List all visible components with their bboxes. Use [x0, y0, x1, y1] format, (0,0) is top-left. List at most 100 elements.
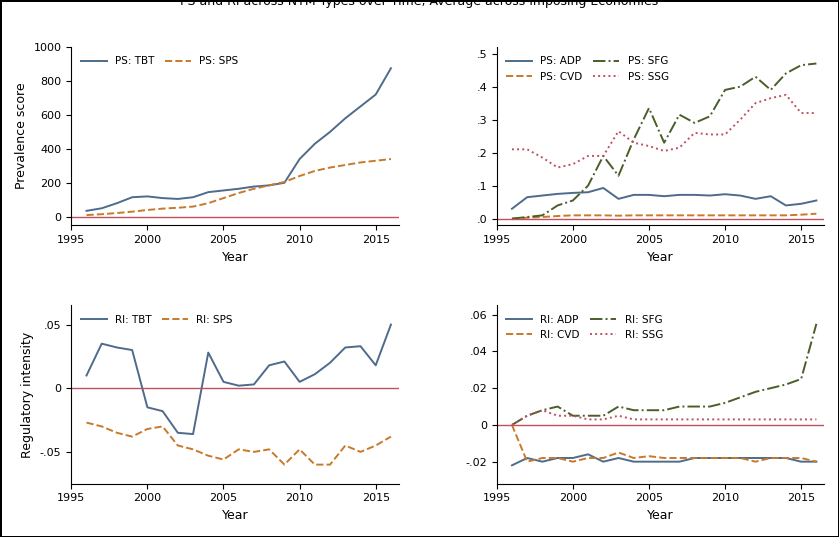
- RI: ADP: (2e+03, -0.018): ADP: (2e+03, -0.018): [568, 455, 578, 461]
- RI: TBT: (2.01e+03, 0.021): TBT: (2.01e+03, 0.021): [279, 358, 289, 365]
- PS: SPS: (2e+03, 60): SPS: (2e+03, 60): [188, 204, 198, 210]
- RI: SFG: (2e+03, 0.005): SFG: (2e+03, 0.005): [598, 412, 608, 419]
- RI: SSG: (2e+03, 0.003): SSG: (2e+03, 0.003): [583, 416, 593, 423]
- RI: CVD: (2.01e+03, -0.018): CVD: (2.01e+03, -0.018): [659, 455, 670, 461]
- PS: TBT: (2.01e+03, 500): TBT: (2.01e+03, 500): [325, 129, 335, 135]
- RI: SPS: (2.01e+03, -0.05): SPS: (2.01e+03, -0.05): [356, 449, 366, 455]
- PS: SFG: (2e+03, 0): SFG: (2e+03, 0): [507, 215, 517, 222]
- PS: SSG: (2e+03, 0.21): SSG: (2e+03, 0.21): [507, 146, 517, 153]
- RI: SFG: (2.01e+03, 0.022): SFG: (2.01e+03, 0.022): [781, 381, 791, 388]
- PS: SFG: (2e+03, 0.24): SFG: (2e+03, 0.24): [628, 136, 638, 143]
- PS: ADP: (2.01e+03, 0.068): ADP: (2.01e+03, 0.068): [659, 193, 670, 199]
- PS: CVD: (2.01e+03, 0.01): CVD: (2.01e+03, 0.01): [659, 212, 670, 219]
- RI: SSG: (2.01e+03, 0.003): SSG: (2.01e+03, 0.003): [735, 416, 745, 423]
- RI: SPS: (2.01e+03, -0.06): SPS: (2.01e+03, -0.06): [325, 461, 335, 468]
- PS: TBT: (2e+03, 115): TBT: (2e+03, 115): [188, 194, 198, 200]
- PS: SSG: (2.01e+03, 0.35): SSG: (2.01e+03, 0.35): [750, 100, 760, 106]
- RI: ADP: (2.02e+03, -0.02): ADP: (2.02e+03, -0.02): [811, 459, 821, 465]
- RI: SFG: (2e+03, 0.008): SFG: (2e+03, 0.008): [644, 407, 654, 413]
- Y-axis label: Regulatory intensity: Regulatory intensity: [21, 331, 34, 458]
- RI: TBT: (2.01e+03, 0.003): TBT: (2.01e+03, 0.003): [249, 381, 259, 388]
- PS: SPS: (2e+03, 30): SPS: (2e+03, 30): [128, 208, 138, 215]
- PS: SSG: (2e+03, 0.185): SSG: (2e+03, 0.185): [537, 154, 547, 161]
- PS: SFG: (2.02e+03, 0.47): SFG: (2.02e+03, 0.47): [811, 60, 821, 67]
- PS: TBT: (2e+03, 80): TBT: (2e+03, 80): [112, 200, 122, 206]
- Legend: PS: TBT, PS: SPS: PS: TBT, PS: SPS: [76, 52, 242, 70]
- PS: CVD: (2.01e+03, 0.01): CVD: (2.01e+03, 0.01): [766, 212, 776, 219]
- RI: SFG: (2e+03, 0.005): SFG: (2e+03, 0.005): [568, 412, 578, 419]
- PS: TBT: (2e+03, 115): TBT: (2e+03, 115): [128, 194, 138, 200]
- RI: CVD: (2e+03, -0.018): CVD: (2e+03, -0.018): [537, 455, 547, 461]
- RI: ADP: (2.01e+03, -0.018): ADP: (2.01e+03, -0.018): [735, 455, 745, 461]
- RI: SFG: (2e+03, 0.01): SFG: (2e+03, 0.01): [553, 403, 563, 410]
- RI: ADP: (2.01e+03, -0.02): ADP: (2.01e+03, -0.02): [675, 459, 685, 465]
- RI: SFG: (2.01e+03, 0.02): SFG: (2.01e+03, 0.02): [766, 385, 776, 391]
- PS: SFG: (2.01e+03, 0.44): SFG: (2.01e+03, 0.44): [781, 70, 791, 77]
- RI: SFG: (2.02e+03, 0.025): SFG: (2.02e+03, 0.025): [796, 376, 806, 382]
- PS: SSG: (2.02e+03, 0.32): SSG: (2.02e+03, 0.32): [796, 110, 806, 116]
- RI: SSG: (2.01e+03, 0.003): SSG: (2.01e+03, 0.003): [750, 416, 760, 423]
- RI: SSG: (2e+03, 0): SSG: (2e+03, 0): [507, 422, 517, 428]
- PS: ADP: (2.01e+03, 0.04): ADP: (2.01e+03, 0.04): [781, 202, 791, 209]
- RI: TBT: (2e+03, -0.035): TBT: (2e+03, -0.035): [173, 430, 183, 436]
- RI: SSG: (2.02e+03, 0.003): SSG: (2.02e+03, 0.003): [796, 416, 806, 423]
- PS: SSG: (2e+03, 0.19): SSG: (2e+03, 0.19): [598, 153, 608, 159]
- RI: SSG: (2.01e+03, 0.003): SSG: (2.01e+03, 0.003): [766, 416, 776, 423]
- Line: RI: SPS: RI: SPS: [86, 423, 391, 465]
- PS: TBT: (2.01e+03, 650): TBT: (2.01e+03, 650): [356, 103, 366, 110]
- PS: ADP: (2.01e+03, 0.07): ADP: (2.01e+03, 0.07): [705, 192, 715, 199]
- RI: SFG: (2.01e+03, 0.015): SFG: (2.01e+03, 0.015): [735, 394, 745, 401]
- PS: SSG: (2.01e+03, 0.215): SSG: (2.01e+03, 0.215): [675, 144, 685, 151]
- RI: CVD: (2.01e+03, -0.018): CVD: (2.01e+03, -0.018): [766, 455, 776, 461]
- RI: SPS: (2.01e+03, -0.045): SPS: (2.01e+03, -0.045): [341, 442, 351, 449]
- PS: CVD: (2.01e+03, 0.01): CVD: (2.01e+03, 0.01): [705, 212, 715, 219]
- Line: RI: SSG: RI: SSG: [512, 410, 816, 425]
- X-axis label: Year: Year: [221, 509, 248, 522]
- PS: TBT: (2.01e+03, 200): TBT: (2.01e+03, 200): [279, 179, 289, 186]
- RI: ADP: (2.01e+03, -0.018): ADP: (2.01e+03, -0.018): [750, 455, 760, 461]
- RI: SFG: (2e+03, 0.008): SFG: (2e+03, 0.008): [537, 407, 547, 413]
- PS: ADP: (2.01e+03, 0.072): ADP: (2.01e+03, 0.072): [690, 192, 700, 198]
- RI: SPS: (2e+03, -0.056): SPS: (2e+03, -0.056): [218, 456, 228, 463]
- Line: PS: SFG: PS: SFG: [512, 63, 816, 219]
- RI: SPS: (2e+03, -0.027): SPS: (2e+03, -0.027): [81, 419, 91, 426]
- RI: ADP: (2e+03, -0.02): ADP: (2e+03, -0.02): [644, 459, 654, 465]
- RI: SPS: (2e+03, -0.045): SPS: (2e+03, -0.045): [173, 442, 183, 449]
- RI: ADP: (2e+03, -0.02): ADP: (2e+03, -0.02): [628, 459, 638, 465]
- PS: CVD: (2e+03, 0.01): CVD: (2e+03, 0.01): [644, 212, 654, 219]
- RI: SPS: (2e+03, -0.032): SPS: (2e+03, -0.032): [143, 426, 153, 432]
- PS: SPS: (2.01e+03, 140): SPS: (2.01e+03, 140): [234, 190, 244, 196]
- RI: TBT: (2.01e+03, 0.002): TBT: (2.01e+03, 0.002): [234, 382, 244, 389]
- PS: SSG: (2.01e+03, 0.375): SSG: (2.01e+03, 0.375): [781, 92, 791, 98]
- RI: SFG: (2e+03, 0.01): SFG: (2e+03, 0.01): [613, 403, 623, 410]
- PS: SPS: (2.02e+03, 340): SPS: (2.02e+03, 340): [386, 156, 396, 162]
- Line: PS: TBT: PS: TBT: [86, 68, 391, 211]
- PS: SPS: (2e+03, 48): SPS: (2e+03, 48): [158, 205, 168, 212]
- Line: PS: ADP: PS: ADP: [512, 188, 816, 209]
- RI: SPS: (2.01e+03, -0.048): SPS: (2.01e+03, -0.048): [294, 446, 305, 453]
- RI: CVD: (2.02e+03, -0.018): CVD: (2.02e+03, -0.018): [796, 455, 806, 461]
- PS: SPS: (2e+03, 15): SPS: (2e+03, 15): [96, 211, 107, 217]
- PS: TBT: (2e+03, 50): TBT: (2e+03, 50): [96, 205, 107, 212]
- RI: ADP: (2.01e+03, -0.018): ADP: (2.01e+03, -0.018): [781, 455, 791, 461]
- PS: SFG: (2.01e+03, 0.23): SFG: (2.01e+03, 0.23): [659, 140, 670, 146]
- RI: SSG: (2e+03, 0.005): SSG: (2e+03, 0.005): [613, 412, 623, 419]
- RI: SPS: (2.01e+03, -0.06): SPS: (2.01e+03, -0.06): [279, 461, 289, 468]
- RI: CVD: (2e+03, -0.02): CVD: (2e+03, -0.02): [522, 459, 532, 465]
- PS: SFG: (2.02e+03, 0.465): SFG: (2.02e+03, 0.465): [796, 62, 806, 68]
- PS: SPS: (2.01e+03, 290): SPS: (2.01e+03, 290): [325, 164, 335, 171]
- RI: SSG: (2e+03, 0.003): SSG: (2e+03, 0.003): [644, 416, 654, 423]
- RI: ADP: (2.02e+03, -0.02): ADP: (2.02e+03, -0.02): [796, 459, 806, 465]
- PS: SSG: (2e+03, 0.22): SSG: (2e+03, 0.22): [644, 143, 654, 149]
- PS: TBT: (2.02e+03, 875): TBT: (2.02e+03, 875): [386, 65, 396, 71]
- PS: SPS: (2.01e+03, 305): SPS: (2.01e+03, 305): [341, 162, 351, 168]
- PS: SFG: (2.01e+03, 0.4): SFG: (2.01e+03, 0.4): [735, 83, 745, 90]
- PS: SPS: (2.01e+03, 270): SPS: (2.01e+03, 270): [310, 168, 320, 174]
- RI: ADP: (2.01e+03, -0.018): ADP: (2.01e+03, -0.018): [720, 455, 730, 461]
- PS: CVD: (2e+03, 0.005): CVD: (2e+03, 0.005): [537, 214, 547, 220]
- PS: SPS: (2.01e+03, 185): SPS: (2.01e+03, 185): [264, 182, 274, 188]
- PS: SFG: (2.01e+03, 0.39): SFG: (2.01e+03, 0.39): [720, 86, 730, 93]
- RI: SFG: (2e+03, 0.008): SFG: (2e+03, 0.008): [628, 407, 638, 413]
- RI: TBT: (2.01e+03, 0.02): TBT: (2.01e+03, 0.02): [325, 360, 335, 366]
- PS: CVD: (2.01e+03, 0.01): CVD: (2.01e+03, 0.01): [690, 212, 700, 219]
